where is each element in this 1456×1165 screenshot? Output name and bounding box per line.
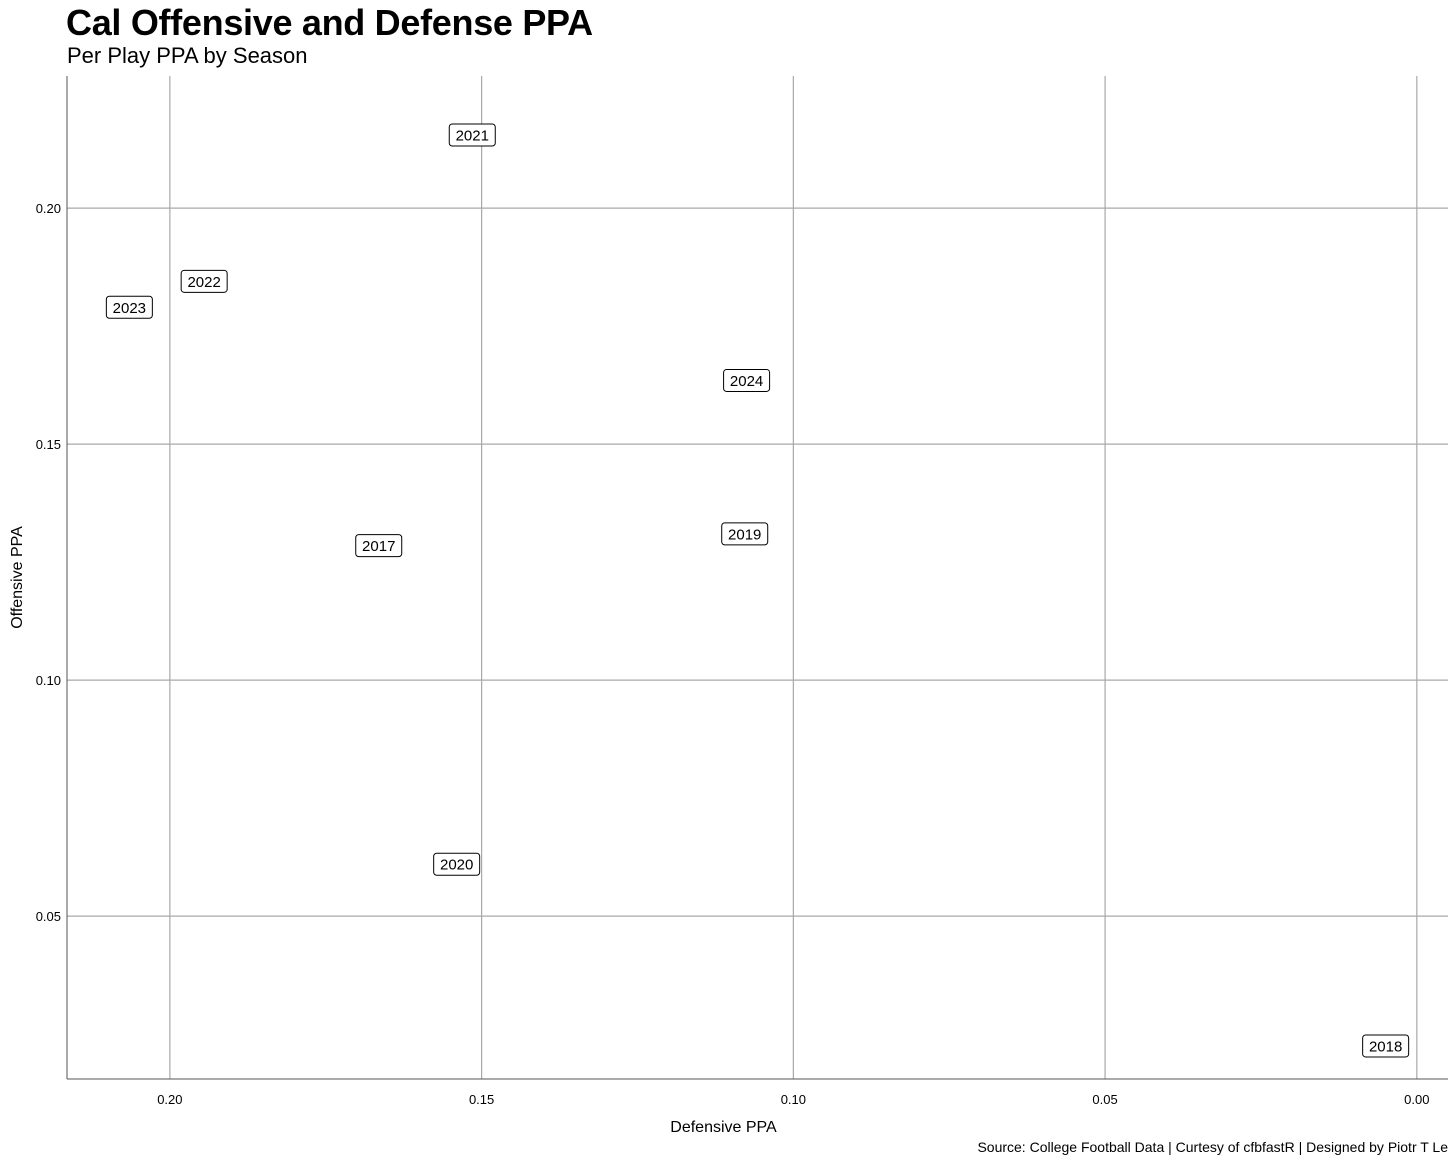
y-tick-label: 0.05 [36, 909, 61, 924]
point-label-2017: 2017 [355, 534, 403, 558]
label-box [721, 522, 769, 546]
label-box [723, 368, 771, 392]
point-label-2018: 2018 [1362, 1034, 1410, 1058]
label-box [433, 852, 481, 876]
y-tick-label: 0.20 [36, 201, 61, 216]
label-text: 2018 [1369, 1038, 1402, 1055]
y-axis-title: Offensive PPA [9, 526, 26, 629]
point-label-2020: 2020 [433, 852, 481, 876]
x-tick-label: 0.15 [469, 1092, 494, 1107]
y-tick-label: 0.15 [36, 437, 61, 452]
x-tick-label: 0.05 [1092, 1092, 1117, 1107]
point-label-2019: 2019 [721, 522, 769, 546]
point-label-2024: 2024 [723, 368, 771, 392]
label-box [105, 295, 153, 319]
x-axis-title: Defensive PPA [670, 1119, 777, 1136]
label-text: 2019 [728, 526, 761, 543]
chart-caption: Source: College Football Data | Curtesy … [977, 1139, 1448, 1155]
point-label-2023: 2023 [105, 295, 153, 319]
point-labels: 2021 2022 2023 2024 2019 2017 2020 2018 [105, 123, 1410, 1058]
point-label-2021: 2021 [448, 123, 496, 147]
grid-layer [67, 76, 1448, 1079]
label-text: 2022 [187, 274, 220, 291]
label-text: 2021 [456, 128, 489, 145]
point-label-2022: 2022 [180, 269, 228, 293]
x-tick-label: 0.10 [781, 1092, 806, 1107]
label-text: 2017 [362, 538, 395, 555]
axis-layer: 0.20 0.15 0.10 0.05 0.00 0.05 0.10 0.15 0.20 [36, 76, 1448, 1107]
x-tick-label: 0.20 [157, 1092, 182, 1107]
y-tick-label: 0.10 [36, 673, 61, 688]
label-box [180, 269, 228, 293]
label-text: 2024 [730, 373, 763, 390]
chart-title: Cal Offensive and Defense PPA [66, 2, 593, 43]
label-box [1362, 1034, 1410, 1058]
label-box [355, 534, 403, 558]
label-text: 2020 [440, 857, 473, 874]
label-box [448, 123, 496, 147]
label-text: 2023 [113, 300, 146, 317]
chart-subtitle: Per Play PPA by Season [67, 43, 308, 68]
x-tick-label: 0.00 [1404, 1092, 1429, 1107]
